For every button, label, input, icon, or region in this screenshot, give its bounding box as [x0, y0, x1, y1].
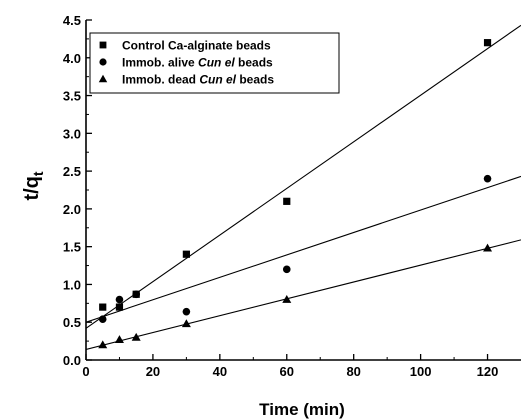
data-point-triangle — [131, 332, 141, 341]
data-point-square — [99, 303, 107, 311]
fit-lines — [86, 24, 521, 350]
x-tick-label: 120 — [477, 364, 499, 379]
data-point-triangle — [483, 243, 493, 252]
legend-label-part: Control Ca-alginate beads — [122, 39, 271, 53]
y-tick-label: 3.0 — [63, 126, 81, 141]
legend-label: Immob. alive Cun el beads — [122, 56, 273, 70]
data-point-circle — [483, 174, 492, 183]
legend-label-part: Immob. dead — [122, 73, 199, 87]
x-tick-label: 60 — [280, 364, 294, 379]
legend-label: Control Ca-alginate beads — [122, 39, 271, 53]
x-axis-title: Time (min) — [259, 400, 345, 419]
fit-line-square — [86, 24, 521, 329]
y-tick-label: 4.5 — [63, 13, 81, 28]
legend-marker-triangle — [98, 74, 108, 83]
legend-label-part: Immob. alive — [122, 56, 198, 70]
x-tick-label: 40 — [213, 364, 227, 379]
data-point-square — [182, 250, 190, 258]
data-point-triangle — [98, 340, 108, 349]
y-axis-title: t/qt — [21, 171, 46, 200]
fit-line-circle — [86, 175, 521, 323]
y-tick-label: 2.0 — [63, 202, 81, 217]
data-point-triangle — [114, 335, 124, 343]
legend-label-part: Cun el — [198, 56, 235, 70]
legend-marker-circle — [99, 58, 107, 66]
legend-item-circle: Immob. alive Cun el beads — [99, 56, 273, 70]
y-tick-label: 2.5 — [63, 164, 81, 179]
y-axis-title-main: t/q — [21, 176, 43, 200]
data-point-circle — [115, 295, 124, 304]
legend-label: Immob. dead Cun el beads — [122, 73, 274, 87]
data-point-circle — [282, 265, 291, 274]
y-axis-title-subscript: t — [30, 171, 46, 176]
tick-labels: 0 20 40 60 80 100 120 0.0 0.5 1.0 1.5 2.0 2.5 3.0 3.5 4… — [63, 13, 498, 379]
fit-line-triangle — [86, 239, 521, 350]
y-tick-label: 0.5 — [63, 315, 81, 330]
data-point-square — [483, 39, 492, 47]
x-tick-label: 100 — [410, 364, 432, 379]
legend-box — [89, 32, 340, 94]
y-tick-label: 3.5 — [63, 89, 81, 104]
legend-label-part: beads — [236, 73, 274, 87]
data-point-triangle — [181, 319, 191, 328]
y-tick-label: 1.0 — [63, 277, 81, 292]
y-tick-label: 4.0 — [63, 51, 81, 66]
legend-marker-square — [99, 41, 107, 49]
x-tick-label: 20 — [146, 364, 160, 379]
legend-item-square: Control Ca-alginate beads — [99, 39, 271, 53]
y-tick-label: 1.5 — [63, 240, 81, 255]
data-point-square — [283, 197, 291, 205]
legend-label-part: beads — [235, 56, 273, 70]
x-tick-label: 0 — [82, 364, 89, 379]
legend: Control Ca-alginate beads Immob. alive Cu… — [89, 32, 340, 94]
data-markers — [98, 39, 493, 349]
y-tick-label: 0.0 — [63, 353, 81, 368]
data-point-square — [115, 303, 124, 311]
data-point-circle — [98, 315, 107, 324]
legend-label-part: Cun el — [199, 73, 236, 87]
data-point-circle — [132, 290, 140, 299]
legend-item-triangle: Immob. dead Cun el beads — [98, 73, 274, 87]
data-point-circle — [182, 307, 191, 316]
x-tick-label: 80 — [346, 364, 360, 379]
data-point-triangle — [282, 295, 292, 303]
